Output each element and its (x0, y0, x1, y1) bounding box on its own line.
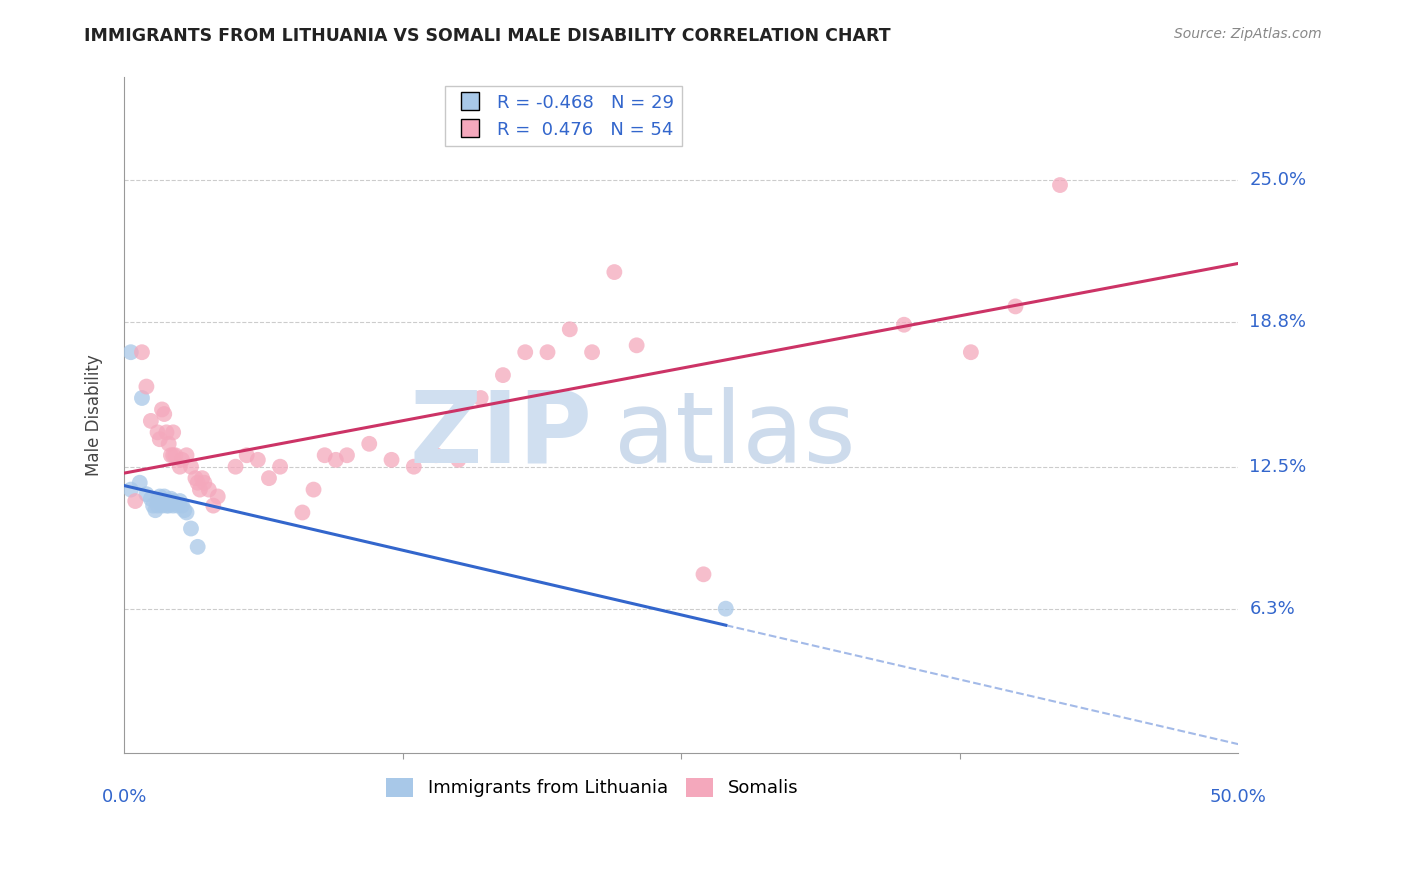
Point (157, 494, 180, 508)
Point (146, 499, 169, 513)
Point (191, 471, 214, 485)
Text: 50.0%: 50.0% (1209, 788, 1267, 805)
Point (139, 414, 162, 428)
Point (128, 475, 150, 490)
Point (142, 499, 165, 513)
Point (202, 499, 225, 513)
Point (314, 448, 336, 462)
Text: Source: ZipAtlas.com: Source: ZipAtlas.com (1174, 27, 1322, 41)
Point (157, 499, 180, 513)
Point (188, 483, 211, 497)
Point (143, 503, 166, 517)
Legend: R = -0.468   N = 29, R =  0.476   N = 54: R = -0.468 N = 29, R = 0.476 N = 54 (446, 87, 682, 146)
Point (146, 425, 169, 440)
Point (692, 567, 714, 582)
Point (960, 345, 983, 359)
Point (120, 483, 142, 497)
Point (291, 506, 314, 520)
Point (162, 448, 184, 462)
Point (135, 379, 157, 393)
Point (198, 483, 221, 497)
Point (470, 391, 492, 405)
Point (626, 338, 648, 352)
Point (180, 459, 202, 474)
Text: 18.8%: 18.8% (1250, 313, 1306, 332)
Point (447, 453, 470, 467)
Point (153, 407, 176, 421)
Point (187, 475, 209, 490)
Point (169, 459, 191, 474)
Point (246, 453, 269, 467)
Point (160, 448, 183, 462)
Point (714, 601, 737, 615)
Point (155, 425, 177, 440)
Point (131, 345, 153, 359)
Point (139, 491, 162, 506)
Point (180, 522, 202, 536)
Point (162, 494, 184, 508)
Point (536, 345, 558, 359)
Point (160, 496, 183, 510)
Point (162, 425, 184, 440)
Point (269, 459, 291, 474)
Point (176, 506, 198, 520)
Point (336, 448, 359, 462)
Point (149, 490, 172, 504)
Point (146, 494, 169, 508)
Point (170, 453, 193, 467)
Point (155, 499, 177, 513)
Text: 0.0%: 0.0% (101, 788, 146, 805)
Point (515, 345, 537, 359)
Text: ZIP: ZIP (409, 387, 592, 484)
Point (176, 448, 198, 462)
Point (120, 345, 142, 359)
Text: atlas: atlas (614, 387, 856, 484)
Point (302, 483, 325, 497)
Point (149, 432, 172, 446)
Point (1004, 300, 1026, 314)
Point (184, 471, 207, 485)
Point (187, 540, 209, 554)
Point (160, 491, 183, 506)
Point (170, 499, 193, 513)
Point (235, 448, 257, 462)
Text: 6.3%: 6.3% (1250, 599, 1295, 617)
Point (165, 496, 187, 510)
Point (173, 503, 195, 517)
Point (150, 499, 173, 513)
Point (492, 368, 515, 383)
Point (157, 437, 180, 451)
Point (359, 437, 381, 451)
Point (162, 499, 184, 513)
Point (380, 453, 402, 467)
Point (893, 318, 915, 332)
Point (603, 265, 626, 279)
Point (225, 459, 247, 474)
Point (193, 475, 215, 490)
Point (425, 448, 447, 462)
Point (153, 494, 176, 508)
Text: 25.0%: 25.0% (1250, 171, 1306, 189)
Y-axis label: Male Disability: Male Disability (86, 354, 103, 476)
Point (558, 322, 581, 336)
Point (153, 490, 176, 504)
Point (124, 494, 146, 508)
Point (402, 459, 425, 474)
Point (257, 471, 280, 485)
Point (165, 448, 187, 462)
Text: IMMIGRANTS FROM LITHUANIA VS SOMALI MALE DISABILITY CORRELATION CHART: IMMIGRANTS FROM LITHUANIA VS SOMALI MALE… (84, 27, 891, 45)
Point (207, 490, 229, 504)
Text: 12.5%: 12.5% (1250, 458, 1306, 475)
Point (135, 487, 157, 501)
Point (325, 453, 347, 467)
Point (1049, 178, 1071, 192)
Point (169, 494, 191, 508)
Point (131, 391, 153, 405)
Point (581, 345, 603, 359)
Point (150, 402, 173, 417)
Point (166, 499, 188, 513)
